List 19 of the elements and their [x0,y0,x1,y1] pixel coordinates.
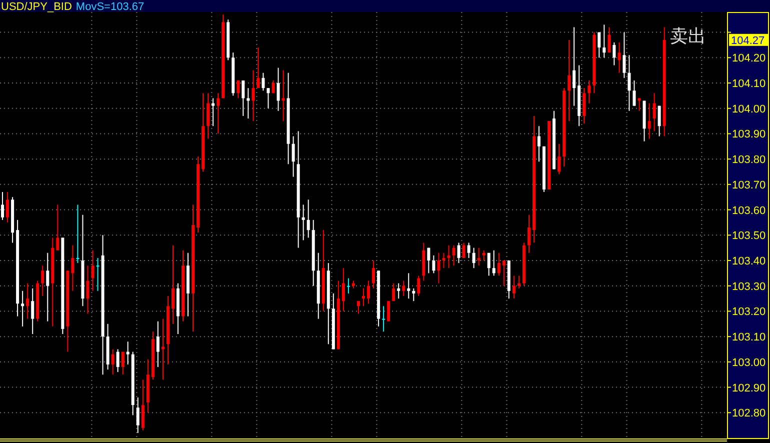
chart-subtitle: MovS=103.67 [76,1,144,13]
y-tick-label: 103.50 [732,230,766,242]
y-tick-label: 102.90 [732,382,766,394]
y-tick-label: 103.40 [732,256,766,268]
y-tick-label: 103.90 [732,128,766,141]
y-tick-label: 104.20 [732,52,766,65]
y-tick-label: 103.60 [732,204,766,217]
y-tick-label: 103.00 [732,356,766,369]
annotation: 卖出 [670,26,706,46]
y-tick-label: 103.70 [732,179,766,192]
y-tick-label: 103.20 [732,306,766,318]
y-tick-label: 102.80 [732,408,766,420]
y-tick-label: 103.30 [732,280,766,293]
chart-title: USD/JPY_BID [1,1,72,13]
y-tick-label: 103.80 [732,154,766,166]
y-tick-label: 104.00 [732,103,766,116]
annotation: 104.27 [731,34,765,47]
y-tick-label: 104.10 [732,78,766,90]
y-tick-label: 103.10 [732,332,766,344]
